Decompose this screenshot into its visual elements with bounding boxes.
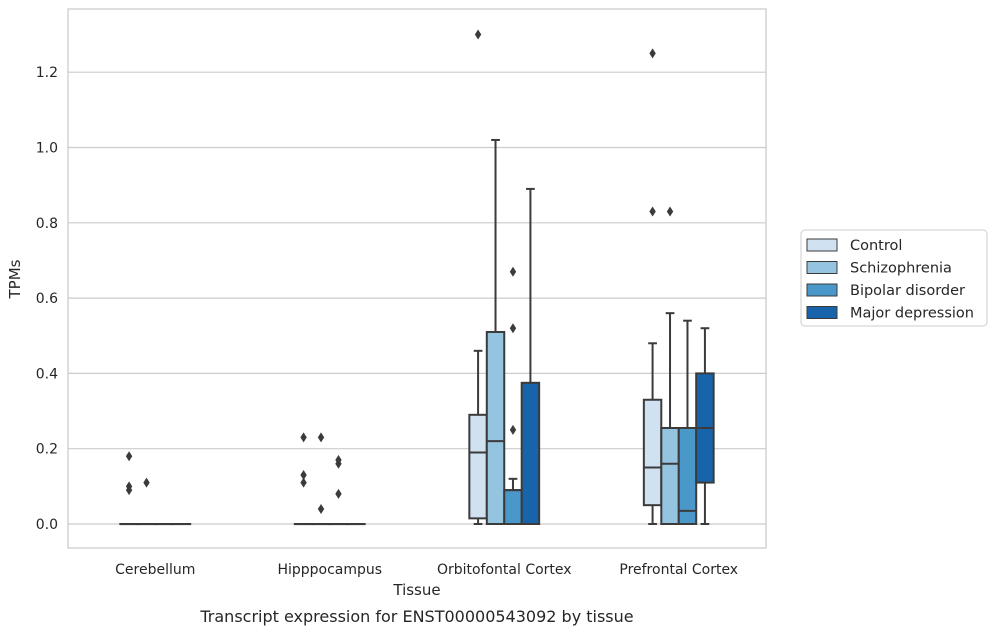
outlier-point [300, 477, 307, 488]
y-tick-label: 1.2 [36, 65, 58, 81]
x-tick-label: Cerebellum [115, 562, 195, 578]
legend-swatch [806, 261, 838, 274]
outlier-point [666, 206, 674, 217]
x-tick-labels: Cerebellum Hipppocampus Orbitofontal Corte… [115, 562, 738, 578]
y-tick-label: 1.0 [36, 141, 58, 157]
x-tick-label: Prefrontal Cortex [619, 562, 738, 578]
box-control [293, 432, 314, 526]
chart-caption: Transcript expression for ENST0000054309… [199, 607, 633, 626]
box-body [503, 489, 523, 525]
legend-label: Control [850, 238, 902, 254]
outlier-point [125, 485, 133, 496]
boxes [119, 29, 715, 526]
y-axis-label: TPMs [6, 259, 24, 299]
legend: Control Schizophrenia Bipolar disorder Majo… [800, 229, 988, 327]
outlier-point [317, 432, 325, 443]
legend-items: Control Schizophrenia Bipolar disorder Majo… [806, 238, 974, 322]
outlier-point [143, 477, 150, 488]
legend-label: Schizophrenia [850, 261, 952, 277]
legend-label: Bipolar disorder [850, 283, 965, 299]
box-bipolar-disorder [503, 266, 523, 525]
outlier-point [649, 206, 656, 217]
y-tick-labels: 0.0 0.2 0.4 0.6 0.8 1.0 1.2 [36, 65, 58, 533]
legend-frame [800, 229, 988, 327]
box-control [468, 29, 488, 525]
outlier-point [300, 470, 307, 481]
outlier-point [300, 432, 307, 443]
outlier-point [509, 323, 517, 334]
box-body [660, 426, 680, 525]
legend-swatch [806, 283, 838, 297]
plot-area-frame [67, 8, 767, 549]
y-tick-label: 0.2 [36, 442, 58, 458]
box-control [119, 451, 139, 526]
outlier-point [509, 266, 517, 277]
x-tick-label: Orbitofontal Cortex [437, 562, 572, 578]
outlier-point [335, 488, 342, 499]
legend-label: Major depression [850, 306, 974, 322]
outlier-point [335, 458, 342, 469]
box-body [520, 381, 541, 525]
y-tick-label: 0.8 [36, 216, 58, 232]
outlier-point [509, 424, 517, 435]
box-body [468, 413, 488, 520]
y-tick-label: 0.6 [36, 291, 58, 307]
outlier-point [474, 29, 482, 40]
outlier-point [649, 48, 656, 59]
box-body [677, 426, 698, 525]
legend-swatch [806, 306, 838, 319]
x-tick-label: Hipppocampus [277, 562, 382, 578]
box-schizophrenia [485, 138, 506, 525]
x-axis-label: Tissue [392, 581, 440, 599]
legend-swatch [806, 238, 838, 252]
box-body [642, 398, 663, 507]
y-tick-label: 0.0 [36, 517, 58, 533]
box-schizophrenia [311, 432, 331, 526]
y-tick-label: 0.4 [36, 366, 58, 382]
box-body [485, 330, 506, 525]
box-major-depression [520, 187, 541, 525]
box-major-depression [695, 327, 715, 525]
outlier-point [125, 451, 133, 462]
outlier-point [317, 503, 325, 514]
